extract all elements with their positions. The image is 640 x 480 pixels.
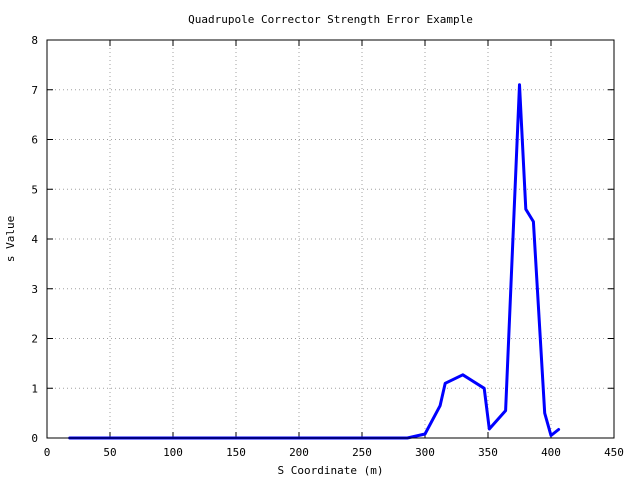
x-tick-label: 450 [604,446,624,459]
x-tick-label: 300 [415,446,435,459]
x-tick-label: 50 [103,446,116,459]
x-tick-label: 350 [478,446,498,459]
y-tick-label: 7 [31,84,38,97]
series-layer [68,83,561,440]
x-tick-label: 100 [163,446,183,459]
x-tick-label: 150 [226,446,246,459]
x-tick-label: 200 [289,446,309,459]
chart-title: Quadrupole Corrector Strength Error Exam… [188,13,473,26]
series-line-0 [68,83,561,440]
y-axis-label: s Value [4,216,17,262]
y-tick-label: 1 [31,382,38,395]
x-tick-label: 0 [44,446,51,459]
axis-ticks: 0 50 100 150 200 250 300 350 400 450 0 1 2 3 4 5 6 7 8 [31,34,624,459]
y-tick-label: 2 [31,333,38,346]
x-tick-label: 250 [352,446,372,459]
y-tick-label: 4 [31,233,38,246]
y-tick-label: 3 [31,283,38,296]
x-tick-label: 400 [541,446,561,459]
grid-lines [47,40,614,438]
x-axis-label: S Coordinate (m) [278,464,384,477]
y-tick-label: 5 [31,183,38,196]
y-tick-label: 8 [31,34,38,47]
plot-frame [46,39,615,439]
y-tick-label: 0 [31,432,38,445]
y-tick-label: 6 [31,134,38,147]
